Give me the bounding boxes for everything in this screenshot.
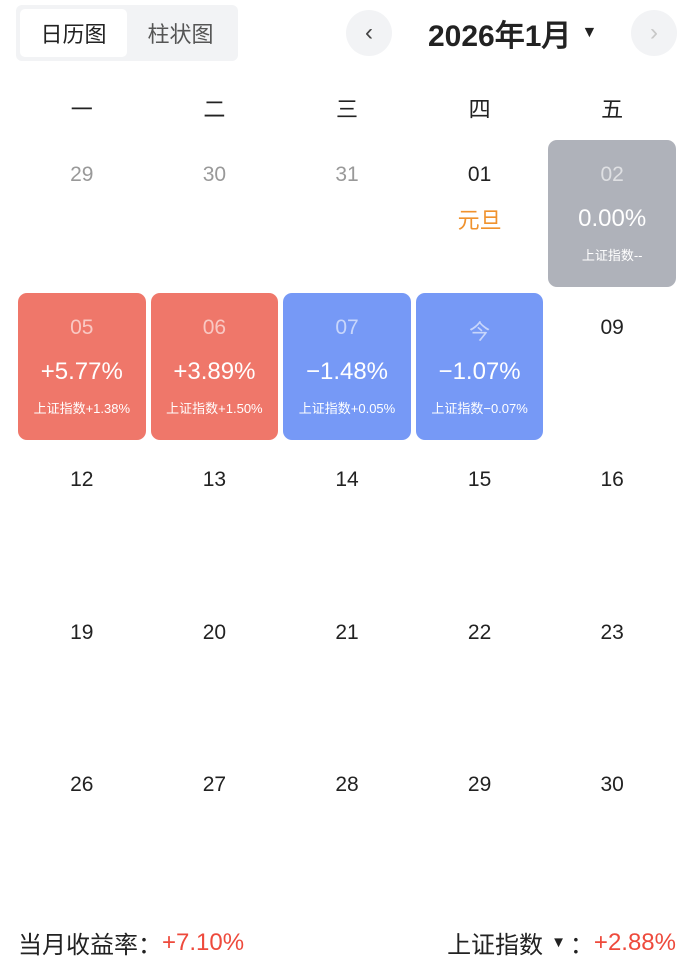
day-cell[interactable]: 29 xyxy=(416,750,544,897)
day-cell[interactable]: 02 0.00% 上证指数-- xyxy=(548,140,676,287)
day-number: 28 xyxy=(335,773,359,796)
day-cell[interactable]: 13 xyxy=(151,445,279,592)
day-cell[interactable]: 12 xyxy=(18,445,146,592)
day-cell[interactable]: 20 xyxy=(151,598,279,745)
day-cell[interactable]: 今 −1.07% 上证指数−0.07% xyxy=(415,292,544,440)
day-cell[interactable]: 06 +3.89% 上证指数+1.50% xyxy=(150,292,279,440)
monthly-return: 当月收益率： +7.10% xyxy=(18,925,244,960)
colon: ： xyxy=(569,932,594,959)
index-return: 上证指数+1.38% xyxy=(33,400,131,416)
index-return: 上证指数−0.07% xyxy=(431,400,528,416)
day-number: 02 xyxy=(600,163,624,186)
day-number: 31 xyxy=(335,163,359,186)
day-number: 06 xyxy=(202,315,227,339)
day-number: 09 xyxy=(600,315,624,339)
day-cell[interactable]: 27 xyxy=(151,750,279,897)
day-return: −1.48% xyxy=(305,357,389,385)
chevron-right-icon: › xyxy=(650,19,658,46)
day-cell[interactable]: 22 xyxy=(416,598,544,745)
day-number: 30 xyxy=(600,773,624,796)
weekday-label: 五 xyxy=(601,97,624,122)
day-cell[interactable]: 01 元旦 xyxy=(416,140,544,287)
day-cell[interactable]: 21 xyxy=(283,598,411,745)
day-cell[interactable]: 29 xyxy=(18,140,146,287)
caret-down-icon[interactable]: ▼ xyxy=(551,934,566,951)
day-return: +5.77% xyxy=(40,357,123,385)
day-number: 20 xyxy=(202,620,227,644)
day-cell[interactable]: 15 xyxy=(416,445,544,592)
day-cell[interactable]: 23 xyxy=(548,598,676,745)
day-number: 14 xyxy=(335,468,359,491)
weekday-label: 二 xyxy=(203,97,226,122)
index-return: 上证指数+0.05% xyxy=(298,400,396,416)
day-number: 21 xyxy=(335,620,359,644)
day-cell[interactable]: 31 xyxy=(283,140,411,287)
day-number: 05 xyxy=(70,315,94,339)
day-number: 27 xyxy=(202,773,227,796)
calendar-grid: 29 30 31 01 元旦 02 0.00% 上证指数-- 05 +5.77% 上证指数+1.38… xyxy=(18,140,676,897)
day-number: 15 xyxy=(467,468,492,491)
day-number: 01 xyxy=(467,163,492,186)
index-selector[interactable]: 上证指数 xyxy=(447,932,544,959)
day-return: +3.89% xyxy=(173,357,256,385)
day-number: 26 xyxy=(70,773,94,796)
monthly-return-value: +7.10% xyxy=(162,928,245,956)
tab-bar-chart[interactable]: 柱状图 xyxy=(147,22,214,47)
tab-calendar[interactable]: 日历图 xyxy=(20,9,127,57)
index-return: 上证指数 ▼ ： +2.88% xyxy=(447,925,676,960)
day-number: 29 xyxy=(70,163,94,186)
caret-down-icon: ▼ xyxy=(581,24,598,41)
day-number: 16 xyxy=(600,468,624,491)
weekday-label: 四 xyxy=(468,97,491,122)
chevron-left-icon: ‹ xyxy=(365,19,373,46)
day-cell[interactable]: 09 xyxy=(548,293,676,440)
day-cell[interactable]: 28 xyxy=(283,750,411,897)
day-cell[interactable]: 26 xyxy=(18,750,146,897)
weekday-label: 一 xyxy=(70,97,93,122)
day-cell[interactable]: 30 xyxy=(151,140,279,287)
day-cell[interactable]: 19 xyxy=(18,598,146,745)
month-title: 2026年1月 xyxy=(428,20,572,53)
day-cell[interactable]: 07 −1.48% 上证指数+0.05% xyxy=(283,292,411,440)
monthly-return-label: 当月收益率： xyxy=(18,932,162,959)
index-return: 上证指数-- xyxy=(581,248,643,263)
index-return: 上证指数+1.50% xyxy=(166,400,263,416)
holiday-label: 元旦 xyxy=(457,208,502,233)
day-number: 12 xyxy=(70,468,94,491)
weekday-label: 三 xyxy=(335,97,358,122)
day-number: 29 xyxy=(467,773,492,796)
index-return-value: +2.88% xyxy=(593,928,676,956)
weekday-header: 一二三四五 xyxy=(18,92,676,124)
day-number: 30 xyxy=(202,163,227,186)
day-number: 23 xyxy=(600,620,624,644)
day-number: 22 xyxy=(467,620,492,644)
prev-month-button[interactable]: ‹ xyxy=(346,10,392,56)
day-return: 0.00% xyxy=(578,205,647,232)
month-selector[interactable]: 2026年1月 ▼ xyxy=(428,12,597,54)
day-cell[interactable]: 30 xyxy=(548,750,676,897)
view-toggle: 日历图 柱状图 xyxy=(16,5,238,61)
day-number: 07 xyxy=(335,315,359,339)
day-number: 13 xyxy=(202,468,227,491)
day-return: −1.07% xyxy=(438,357,521,385)
day-cell[interactable]: 05 +5.77% 上证指数+1.38% xyxy=(18,292,146,440)
day-number: 19 xyxy=(70,620,94,644)
day-number: 今 xyxy=(469,320,491,344)
day-cell[interactable]: 16 xyxy=(548,445,676,592)
next-month-button[interactable]: › xyxy=(631,10,677,56)
day-cell[interactable]: 14 xyxy=(283,445,411,592)
